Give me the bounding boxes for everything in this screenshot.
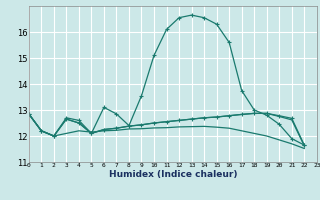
X-axis label: Humidex (Indice chaleur): Humidex (Indice chaleur) bbox=[108, 170, 237, 179]
